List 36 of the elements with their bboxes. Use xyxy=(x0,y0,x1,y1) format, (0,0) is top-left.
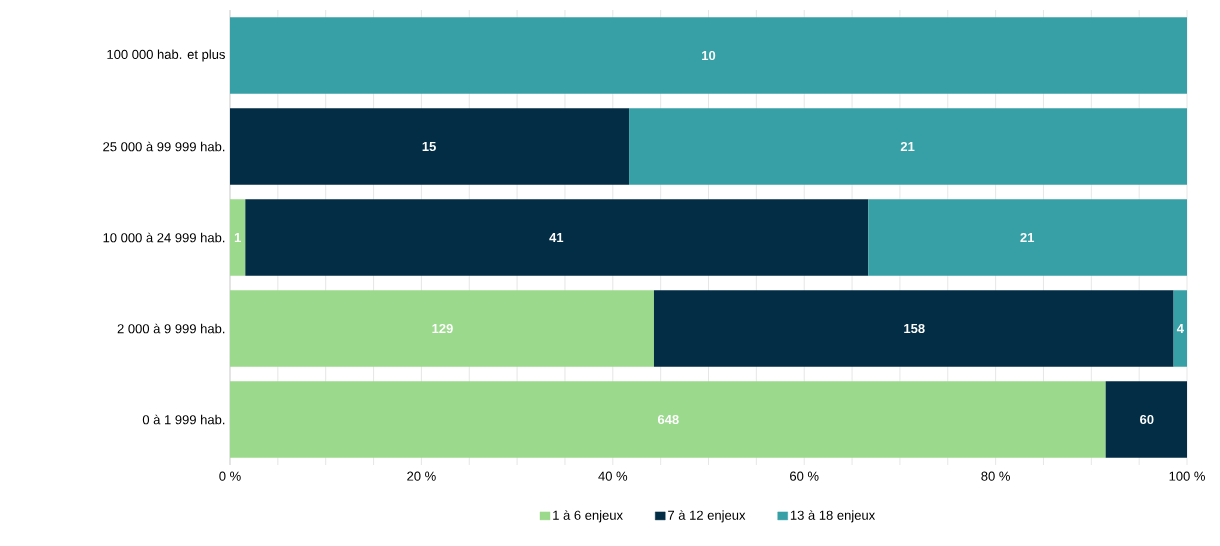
bar xyxy=(1173,290,1188,367)
x-tick-label: 60 % xyxy=(790,471,819,481)
bar xyxy=(230,290,654,367)
bar xyxy=(1105,381,1188,458)
bar xyxy=(245,199,869,276)
annotation: 158 xyxy=(904,323,925,334)
x-tick-label: 20 % xyxy=(407,471,436,481)
y-tick-label: 25 000 à 99 999 hab. xyxy=(103,141,225,152)
legend-label: 7 à 12 enjeux xyxy=(668,510,746,523)
annotation: 41 xyxy=(549,233,564,242)
y-tick-label: 100 000 hab. et plus xyxy=(107,49,225,62)
x-tick-label: 80 % xyxy=(981,471,1010,481)
legend-label: 13 à 18 enjeux xyxy=(790,510,876,523)
annotation: 15 xyxy=(422,141,436,152)
y-tick-label: 2 000 à 9 999 hab. xyxy=(117,323,225,334)
annotation: 21 xyxy=(900,141,915,152)
legend-label: 1 à 6 enjeux xyxy=(553,510,623,523)
annotation: 129 xyxy=(432,323,453,334)
y-tick-label: 0 à 1 999 hab. xyxy=(142,414,225,425)
bar xyxy=(868,199,1188,276)
x-tick-label: 40 % xyxy=(598,471,628,481)
annotation: 648 xyxy=(657,414,679,425)
annotation: 1 xyxy=(234,233,241,242)
annotation: 10 xyxy=(702,50,716,61)
annotation: 4 xyxy=(1176,324,1184,333)
bar xyxy=(230,108,630,185)
bar xyxy=(653,290,1174,367)
bar xyxy=(230,17,1188,94)
x-tick-label: 0 % xyxy=(219,471,241,481)
y-tick-label: 10 000 à 24 999 hab. xyxy=(103,232,225,243)
annotation: 21 xyxy=(1020,232,1035,243)
bar xyxy=(230,381,1106,458)
annotation: 60 xyxy=(1140,414,1154,425)
bar xyxy=(629,108,1188,185)
x-tick-label: 100 % xyxy=(1169,471,1205,481)
bar xyxy=(230,199,246,276)
